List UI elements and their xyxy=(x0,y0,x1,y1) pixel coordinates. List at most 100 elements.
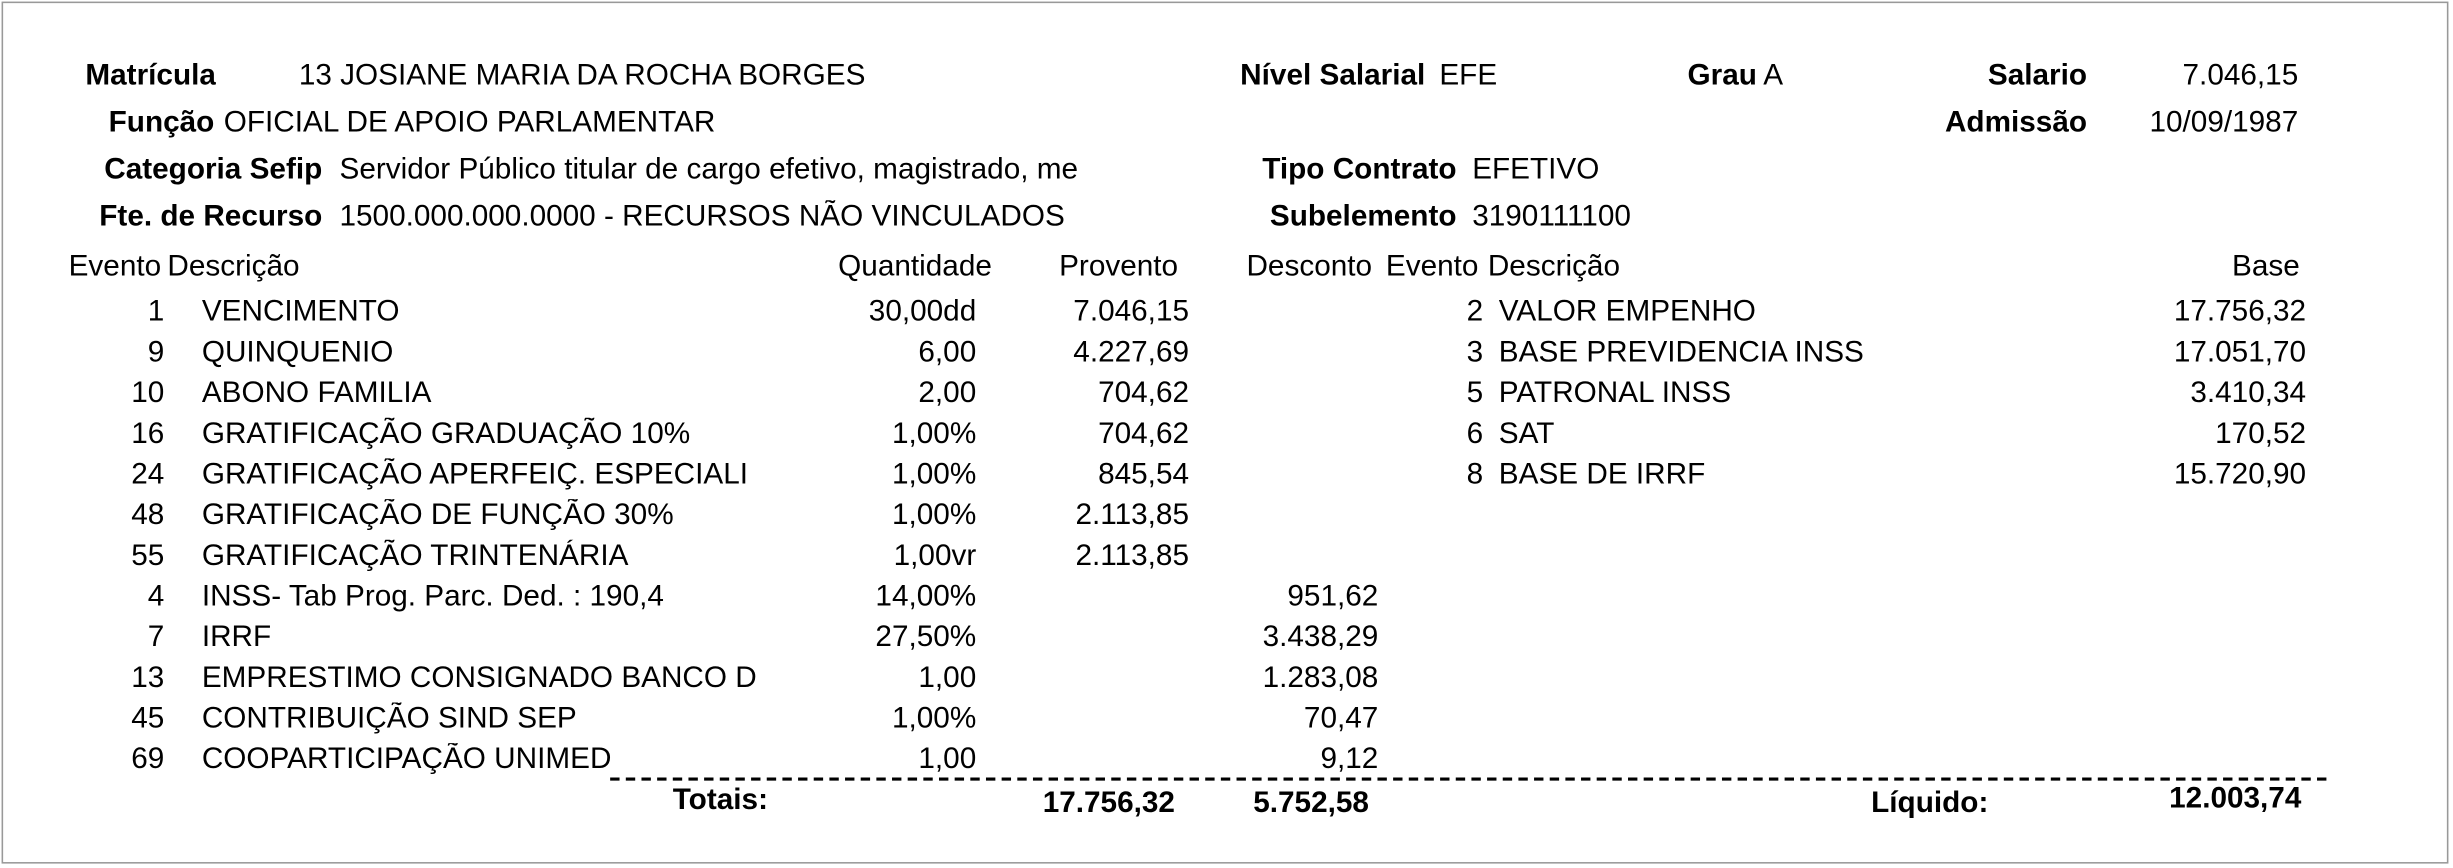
cell-quantidade: 2,00 xyxy=(918,377,977,410)
base-descricao: BASE PREVIDENCIA INSS xyxy=(1498,336,1864,370)
column-header: Provento xyxy=(1059,250,1179,284)
cell-provento: 2.113,85 xyxy=(1075,499,1190,532)
cell-quantidade: 1,00% xyxy=(891,417,977,451)
field-label: Admissão xyxy=(1944,106,2088,140)
cell-evento: 1 xyxy=(147,295,165,329)
cell-descricao: QUINQUENIO xyxy=(201,336,394,370)
cell-evento: 69 xyxy=(131,743,165,776)
column-header: Evento xyxy=(1385,250,1479,284)
cell-descricao: GRATIFICAÇÃO TRINTENÁRIA xyxy=(201,539,629,573)
base-evento: 2 xyxy=(1466,295,1484,329)
cell-descricao: GRATIFICAÇÃO APERFEIÇ. ESPECIALI xyxy=(201,458,749,492)
column-header: Base xyxy=(2232,250,2300,284)
cell-quantidade: 1,00vr xyxy=(893,539,977,573)
cell-evento: 7 xyxy=(147,621,165,654)
liquido-label: Líquido: xyxy=(1871,786,1989,820)
field-label: Função xyxy=(108,106,215,140)
cell-provento: 704,62 xyxy=(1098,377,1190,410)
cell-descricao: GRATIFICAÇÃO GRADUAÇÃO 10% xyxy=(201,417,691,451)
cell-desconto: 951,62 xyxy=(1287,580,1379,614)
field-value: A xyxy=(1763,59,1784,93)
cell-quantidade: 1,00% xyxy=(891,458,977,492)
column-header: Descrição xyxy=(1487,250,1621,284)
cell-provento: 4.227,69 xyxy=(1073,336,1190,370)
cell-evento: 55 xyxy=(131,539,165,573)
cell-quantidade: 1,00% xyxy=(891,499,977,532)
field-value: 13 JOSIANE MARIA DA ROCHA BORGES xyxy=(298,59,866,93)
cell-descricao: VENCIMENTO xyxy=(201,295,400,329)
cell-descricao: GRATIFICAÇÃO DE FUNÇÃO 30% xyxy=(201,499,674,532)
cell-desconto: 1.283,08 xyxy=(1262,661,1379,695)
total-desconto: 5.752,58 xyxy=(1253,786,1369,820)
cell-descricao: ABONO FAMILIA xyxy=(201,377,432,410)
base-evento: 5 xyxy=(1466,377,1484,410)
cell-quantidade: 6,00 xyxy=(918,336,977,370)
field-value: OFICIAL DE APOIO PARLAMENTAR xyxy=(223,106,716,140)
base-base: 170,52 xyxy=(2215,417,2307,451)
cell-evento: 13 xyxy=(131,661,165,695)
cell-desconto: 70,47 xyxy=(1303,702,1379,736)
column-header: Quantidade xyxy=(838,250,992,284)
base-descricao: SAT xyxy=(1498,417,1555,451)
field-label: Salario xyxy=(1987,59,2088,93)
cell-descricao: COOPARTICIPAÇÃO UNIMED xyxy=(201,743,612,776)
field-label: Tipo Contrato xyxy=(1262,153,1457,187)
column-header: Desconto xyxy=(1246,250,1373,284)
totals-label: Totais: xyxy=(672,783,768,817)
base-base: 17.756,32 xyxy=(2173,295,2307,329)
cell-evento: 10 xyxy=(131,377,165,410)
cell-evento: 45 xyxy=(131,702,165,736)
field-value: 3190111100 xyxy=(1472,200,1631,234)
field-label: Categoria Sefip xyxy=(104,153,323,187)
base-base: 3.410,34 xyxy=(2190,377,2307,410)
cell-descricao: CONTRIBUIÇÃO SIND SEP xyxy=(201,702,577,736)
field-value: 7.046,15 xyxy=(2182,59,2299,93)
field-value: EFETIVO xyxy=(1472,153,1600,187)
cell-evento: 24 xyxy=(131,458,165,492)
field-value: 10/09/1987 xyxy=(2149,106,2299,140)
field-label: Grau xyxy=(1687,59,1757,93)
column-header: Descrição xyxy=(167,250,300,284)
cell-evento: 48 xyxy=(131,499,165,532)
cell-quantidade: 1,00 xyxy=(918,743,977,776)
cell-descricao: IRRF xyxy=(201,621,272,654)
field-label: Matrícula xyxy=(85,59,216,93)
field-value: EFE xyxy=(1439,59,1498,93)
cell-provento: 2.113,85 xyxy=(1075,539,1190,573)
cell-desconto: 3.438,29 xyxy=(1262,621,1379,654)
column-header: Evento xyxy=(68,250,162,284)
cell-evento: 9 xyxy=(147,336,165,370)
total-provento: 17.756,32 xyxy=(1042,786,1175,820)
field-value: Servidor Público titular de cargo efetiv… xyxy=(339,153,1079,187)
cell-quantidade: 30,00dd xyxy=(868,295,977,329)
cell-evento: 4 xyxy=(147,580,165,614)
field-label: Fte. de Recurso xyxy=(99,200,323,234)
cell-quantidade: 1,00% xyxy=(891,702,977,736)
base-evento: 6 xyxy=(1466,417,1484,451)
base-descricao: VALOR EMPENHO xyxy=(1498,295,1756,329)
base-base: 17.051,70 xyxy=(2173,336,2307,370)
cell-evento: 16 xyxy=(131,417,165,451)
cell-provento: 7.046,15 xyxy=(1073,295,1190,329)
field-value: 1500.000.000.0000 - RECURSOS NÃO VINCULA… xyxy=(339,200,1065,234)
cell-descricao: EMPRESTIMO CONSIGNADO BANCO D xyxy=(201,661,757,695)
cell-provento: 704,62 xyxy=(1098,417,1190,451)
base-evento: 3 xyxy=(1466,336,1484,370)
field-label: Nível Salarial xyxy=(1240,59,1426,93)
field-label: Subelemento xyxy=(1269,200,1457,234)
cell-quantidade: 14,00% xyxy=(875,580,977,614)
cell-descricao: INSS- Tab Prog. Parc. Ded. : 190,4 xyxy=(201,580,664,614)
dashed-rule xyxy=(610,777,2327,781)
cell-desconto: 9,12 xyxy=(1320,743,1379,776)
liquido-value: 12.003,74 xyxy=(2169,782,2302,816)
base-descricao: BASE DE IRRF xyxy=(1498,458,1706,492)
cell-quantidade: 27,50% xyxy=(875,621,977,654)
base-descricao: PATRONAL INSS xyxy=(1498,377,1732,410)
base-base: 15.720,90 xyxy=(2173,458,2307,492)
base-evento: 8 xyxy=(1466,458,1484,492)
cell-provento: 845,54 xyxy=(1098,458,1190,492)
cell-quantidade: 1,00 xyxy=(918,661,977,695)
